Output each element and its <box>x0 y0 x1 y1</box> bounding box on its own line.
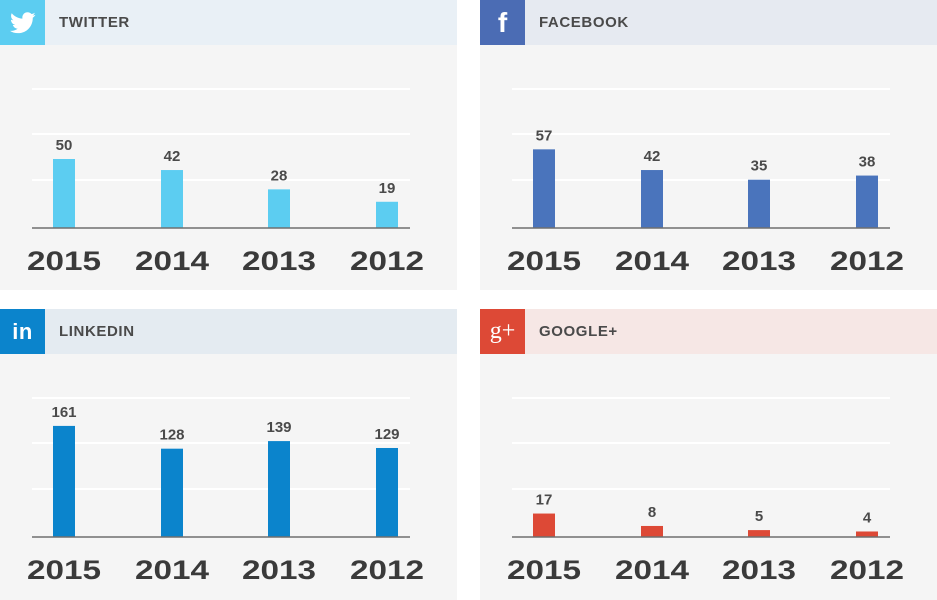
linkedin-title: LINKEDIN <box>59 323 135 340</box>
google-year-label: 2014 <box>615 555 689 585</box>
google-icon-box: g+ <box>480 309 525 354</box>
facebook-f-icon: f <box>497 7 508 38</box>
google-bar-2014 <box>641 525 663 537</box>
twitter-bar-2014 <box>161 170 183 228</box>
linkedin-year-label: 2015 <box>27 555 101 585</box>
facebook-panel: f FACEBOOK 57 2015 42 2014 35 2013 38 2012 <box>480 0 937 290</box>
google-year-label: 2012 <box>830 555 904 585</box>
google-value-label: 8 <box>648 504 656 521</box>
google-value-label: 17 <box>536 492 553 509</box>
twitter-year-label: 2012 <box>350 246 424 276</box>
facebook-bar-2015 <box>533 149 555 228</box>
twitter-value-label: 50 <box>56 137 73 154</box>
linkedin-in-icon: in <box>12 319 33 344</box>
facebook-year-label: 2013 <box>722 246 796 276</box>
linkedin-panel: in LINKEDIN 161 2015 128 2014 139 2013 129 2012 <box>0 309 457 600</box>
google-plus-icon: g+ <box>489 318 516 344</box>
twitter-plot: 50 2015 42 2014 28 2013 19 2012 <box>0 45 457 290</box>
linkedin-header: in LINKEDIN <box>0 309 457 354</box>
linkedin-year-label: 2013 <box>242 555 316 585</box>
twitter-value-label: 19 <box>379 180 396 197</box>
linkedin-year-label: 2012 <box>350 555 424 585</box>
twitter-year-label: 2014 <box>135 246 209 276</box>
linkedin-value-label: 161 <box>51 404 76 421</box>
google-year-label: 2015 <box>507 555 581 585</box>
linkedin-bar-2013 <box>268 441 290 537</box>
facebook-year-label: 2014 <box>615 246 689 276</box>
google-title: GOOGLE+ <box>539 323 618 340</box>
twitter-value-label: 42 <box>164 148 181 165</box>
facebook-icon-box: f <box>480 0 525 45</box>
google-bar-2015 <box>533 513 555 537</box>
facebook-value-label: 38 <box>859 154 876 171</box>
google-plot: 17 2015 8 2014 5 2013 4 2012 <box>480 354 937 599</box>
facebook-year-label: 2015 <box>507 246 581 276</box>
google-panel: g+ GOOGLE+ 17 2015 8 2014 5 2013 4 2012 <box>480 309 937 600</box>
linkedin-value-label: 129 <box>374 426 399 443</box>
google-value-label: 5 <box>755 508 763 525</box>
linkedin-bar-2015 <box>53 425 75 537</box>
linkedin-bar-2012 <box>376 447 398 537</box>
linkedin-plot: 161 2015 128 2014 139 2013 129 2012 <box>0 354 457 599</box>
facebook-chart: 57 2015 42 2014 35 2013 38 2012 <box>507 88 904 276</box>
twitter-year-label: 2013 <box>242 246 316 276</box>
facebook-value-label: 35 <box>751 158 768 175</box>
facebook-header: f FACEBOOK <box>480 0 937 45</box>
google-bar-2012 <box>856 531 878 537</box>
google-chart: 17 2015 8 2014 5 2013 4 2012 <box>507 397 904 585</box>
google-value-label: 4 <box>863 509 872 526</box>
linkedin-year-label: 2014 <box>135 555 209 585</box>
linkedin-value-label: 128 <box>159 427 184 444</box>
facebook-bar-2013 <box>748 179 770 228</box>
facebook-year-label: 2012 <box>830 246 904 276</box>
twitter-panel: TWITTER 50 2015 42 2014 28 2013 19 2012 <box>0 0 457 290</box>
google-header: g+ GOOGLE+ <box>480 309 937 354</box>
twitter-bar-2015 <box>53 159 75 228</box>
twitter-title: TWITTER <box>59 14 130 31</box>
facebook-value-label: 57 <box>536 127 553 144</box>
facebook-bar-2012 <box>856 175 878 228</box>
linkedin-chart: 161 2015 128 2014 139 2013 129 2012 <box>27 397 424 585</box>
facebook-plot: 57 2015 42 2014 35 2013 38 2012 <box>480 45 937 290</box>
linkedin-bar-2014 <box>161 448 183 537</box>
twitter-chart: 50 2015 42 2014 28 2013 19 2012 <box>27 88 424 276</box>
twitter-icon-box <box>0 0 45 45</box>
google-bar-2013 <box>748 530 770 537</box>
facebook-title: FACEBOOK <box>539 14 629 31</box>
twitter-value-label: 28 <box>271 167 288 184</box>
facebook-bar-2014 <box>641 170 663 228</box>
twitter-bird-icon <box>9 11 36 33</box>
linkedin-value-label: 139 <box>266 419 291 436</box>
twitter-header: TWITTER <box>0 0 457 45</box>
twitter-year-label: 2015 <box>27 246 101 276</box>
twitter-bar-2013 <box>268 189 290 228</box>
twitter-bar-2012 <box>376 201 398 228</box>
google-year-label: 2013 <box>722 555 796 585</box>
facebook-value-label: 42 <box>644 148 661 165</box>
linkedin-icon-box: in <box>0 309 45 354</box>
